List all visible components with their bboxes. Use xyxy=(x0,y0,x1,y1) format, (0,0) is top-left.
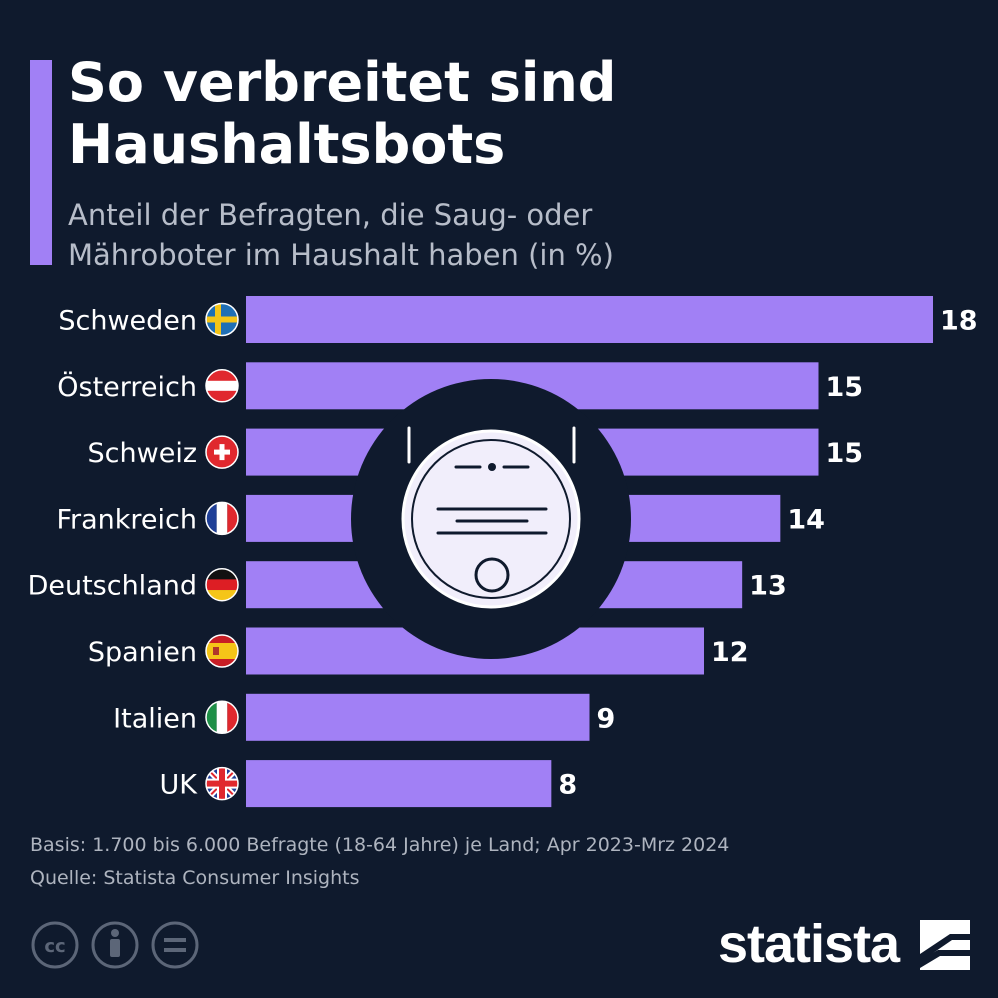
cc-icon[interactable]: cc xyxy=(31,921,79,969)
bar-uk xyxy=(246,760,552,808)
value-label: 15 xyxy=(826,372,864,403)
value-label: 14 xyxy=(787,504,825,535)
value-label: 18 xyxy=(940,306,978,337)
cc-by-icon[interactable] xyxy=(91,921,139,969)
page-title: So verbreitet sind Haushaltsbots xyxy=(68,51,617,176)
flag-uk-icon xyxy=(205,766,239,801)
value-label: 9 xyxy=(597,703,616,734)
category-label: UK xyxy=(160,770,199,801)
bar-italien xyxy=(246,693,590,741)
category-label: Spanien xyxy=(88,637,197,668)
flag-austria-icon xyxy=(205,369,239,403)
category-label: Frankreich xyxy=(56,504,197,535)
bar-schweden xyxy=(246,296,933,343)
flag-france-icon xyxy=(205,501,239,536)
category-label: Italien xyxy=(113,703,197,734)
footer-basis: Basis: 1.700 bis 6.000 Befragte (18-64 J… xyxy=(30,834,730,856)
accent-bar xyxy=(30,60,52,265)
footer-source: Quelle: Statista Consumer Insights xyxy=(30,867,360,889)
value-label: 8 xyxy=(558,770,577,801)
flag-germany-icon xyxy=(205,567,239,602)
category-label: Schweden xyxy=(58,306,197,337)
flag-italy-icon xyxy=(205,700,239,735)
category-label: Deutschland xyxy=(28,571,197,602)
flag-sweden-icon xyxy=(205,302,239,337)
robot-vacuum-illustration xyxy=(351,379,631,659)
category-label: Schweiz xyxy=(88,438,197,469)
flag-spain-icon xyxy=(205,634,239,668)
cc-nd-icon[interactable] xyxy=(151,921,199,969)
svg-text:cc: cc xyxy=(44,936,65,957)
category-label: Österreich xyxy=(57,371,197,403)
value-label: 13 xyxy=(749,571,787,602)
chart-subtitle: Anteil der Befragten, die Saug- oder Mäh… xyxy=(68,198,614,272)
value-label: 15 xyxy=(826,438,864,469)
flag-switzerland-icon xyxy=(205,435,239,469)
statista-logo[interactable]: statista xyxy=(718,914,900,974)
statista-mark-icon xyxy=(920,920,970,970)
value-label: 12 xyxy=(711,637,749,668)
